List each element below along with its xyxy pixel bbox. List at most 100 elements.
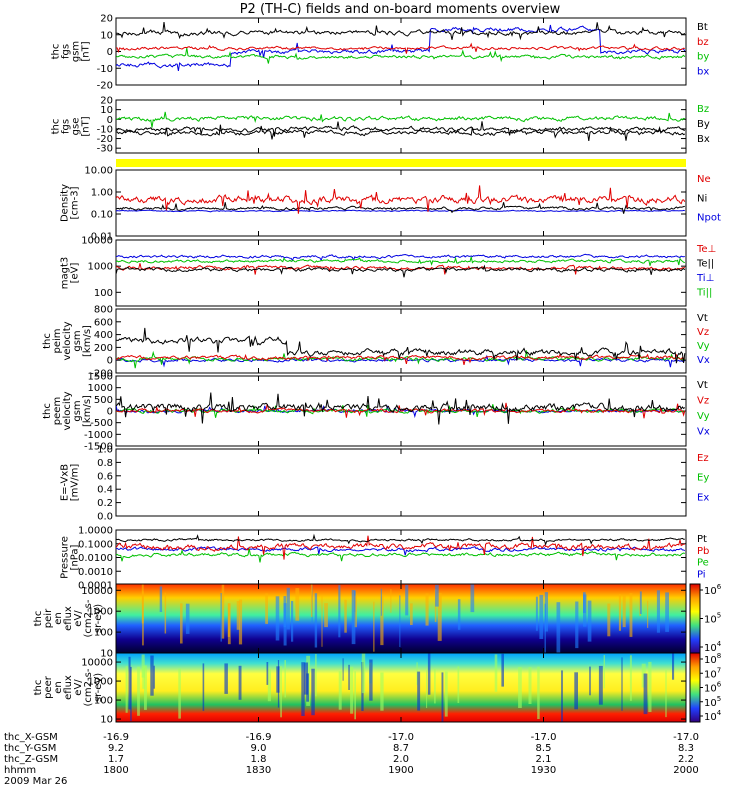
spectrogram-streak [665, 670, 667, 718]
spectrogram-streak [224, 663, 228, 694]
spectrogram-streak [470, 584, 475, 613]
y-tick-label: 0.4 [97, 485, 113, 496]
spectrogram-streak [321, 596, 323, 647]
y-axis-label: velocity [62, 391, 73, 430]
y-axis-label: [nT] [81, 116, 92, 136]
y-tick-label: -20 [97, 81, 113, 92]
y-axis-label: eV/ [73, 610, 84, 627]
panel-pressure: 1.0000 0.1000 0.0100 0.0010 0.0001 Pressure [n… [60, 526, 710, 592]
footer-value: 2.2 [678, 754, 694, 765]
y-axis-label: gsm [71, 41, 82, 62]
y-tick-label: 1.0000 [78, 526, 113, 537]
legend-entry: Pt [697, 534, 707, 545]
y-axis-label: thc [33, 680, 44, 696]
spectrogram-streak [380, 588, 382, 616]
y-tick-label: 200 [94, 343, 113, 354]
legend-entry: bz [697, 37, 709, 48]
colorbar-label: 108 [704, 652, 721, 666]
spectrogram-streak [607, 603, 611, 637]
y-tick-label: 10 [100, 105, 113, 116]
spectrogram-streak [128, 656, 131, 710]
legend-entry: Vy [697, 411, 710, 422]
spectrogram-streak [351, 590, 356, 645]
legend-entry: by [697, 52, 709, 63]
spectrogram-streak [150, 655, 154, 696]
trace-peem-velocity [116, 404, 685, 418]
y-tick-label: 0.0100 [78, 553, 113, 564]
spectrogram-streak [410, 603, 413, 625]
spectrogram-streak [648, 661, 652, 712]
spectrogram-peir-spectrogram [116, 584, 686, 653]
y-axis-label: peir [43, 608, 54, 628]
legend-entry: Pb [697, 546, 709, 557]
spectrogram-streak [304, 662, 308, 695]
spectrogram-streak [437, 592, 442, 641]
y-tick-label: 600 [94, 317, 113, 328]
spectrogram-streak [539, 594, 544, 639]
y-tick-label: 10.00 [84, 166, 113, 177]
spectrogram-streak [622, 595, 626, 628]
spectrogram-streak [426, 670, 428, 708]
spectrogram-streak [425, 593, 429, 626]
spectrogram-streak [202, 663, 205, 711]
y-tick-label: 0.0001 [78, 581, 113, 592]
y-tick-label: -200 [90, 369, 113, 380]
y-tick-label: 0 [107, 115, 113, 126]
y-axis-label: [km/s] [82, 325, 93, 357]
panel-density: 10.00 1.00 0.10 0.01 Density [cm-3] Ne Ni Npot [60, 166, 721, 243]
y-tick-label: 1.00 [91, 188, 113, 199]
trace-fgs-gsm [116, 22, 686, 41]
footer-row-label: thc_Z-GSM [4, 754, 58, 765]
spectrogram-streak [338, 585, 341, 638]
y-axis-label: thc [51, 44, 62, 60]
y-axis-label: [eV] [70, 263, 81, 284]
panel-temperature: 10000 1000 100 magt3 [eV] Te⊥ Te|| Ti⊥ Ti|| [60, 236, 716, 307]
spectrogram-streak [311, 668, 315, 716]
legend-entry: Vz [697, 396, 709, 407]
trace-pressure [116, 535, 685, 560]
y-axis-label: magt3 [60, 257, 71, 290]
y-tick-label: 0.6 [97, 471, 113, 482]
y-axis-label: thc [33, 611, 44, 627]
legend-entry: Vt [697, 380, 708, 391]
panel-frame [115, 308, 687, 374]
y-axis-label: [nT] [81, 41, 92, 61]
spectrogram-streak [373, 601, 375, 652]
trace-density [116, 209, 685, 213]
spectrogram-streak [575, 601, 579, 649]
colorbar [689, 652, 701, 723]
y-tick-label: 1000 [88, 262, 113, 273]
chart-title: P2 (TH-C) fields and on-board moments ov… [240, 2, 561, 17]
y-axis-label: eflux [63, 606, 74, 631]
y-axis-label: thc [42, 403, 53, 419]
legend-entry: Bx [697, 134, 710, 145]
trace-pressure [116, 548, 685, 563]
legend-entry: Ti⊥ [696, 273, 714, 284]
colorbar-label: 107 [704, 666, 721, 680]
spectrogram-streak [589, 666, 591, 696]
spectrogram-streak [236, 601, 240, 630]
spectrogram-streak [494, 654, 498, 692]
legend-entry: Bz [697, 104, 709, 115]
spectrogram-streak [639, 591, 642, 614]
y-axis-label: Density [60, 184, 71, 222]
trace-fgs-gse [116, 124, 686, 141]
spectrogram-streak [280, 666, 282, 718]
footer-value: 1800 [103, 765, 128, 776]
spectrogram-streak [276, 666, 280, 693]
y-tick-label: 20 [100, 14, 113, 25]
spectrogram-streak [284, 660, 286, 698]
spectrogram-streak [137, 666, 140, 716]
panel-fgs-gsm: 20 10 0 -10 -20 thc fgs gsm [nT] Bt bz by bx [51, 14, 710, 92]
legend-entry: Pe [697, 558, 709, 569]
y-tick-label: 10 [100, 649, 113, 660]
y-axis-label: en [53, 612, 64, 625]
spectrogram-streak [380, 672, 384, 711]
y-tick-label: 10000 [81, 658, 113, 669]
y-tick-label: 10 [100, 30, 113, 41]
spectrogram-streak [141, 584, 144, 624]
y-axis-label: [mV/m] [70, 464, 81, 502]
panel-frame [115, 169, 687, 237]
